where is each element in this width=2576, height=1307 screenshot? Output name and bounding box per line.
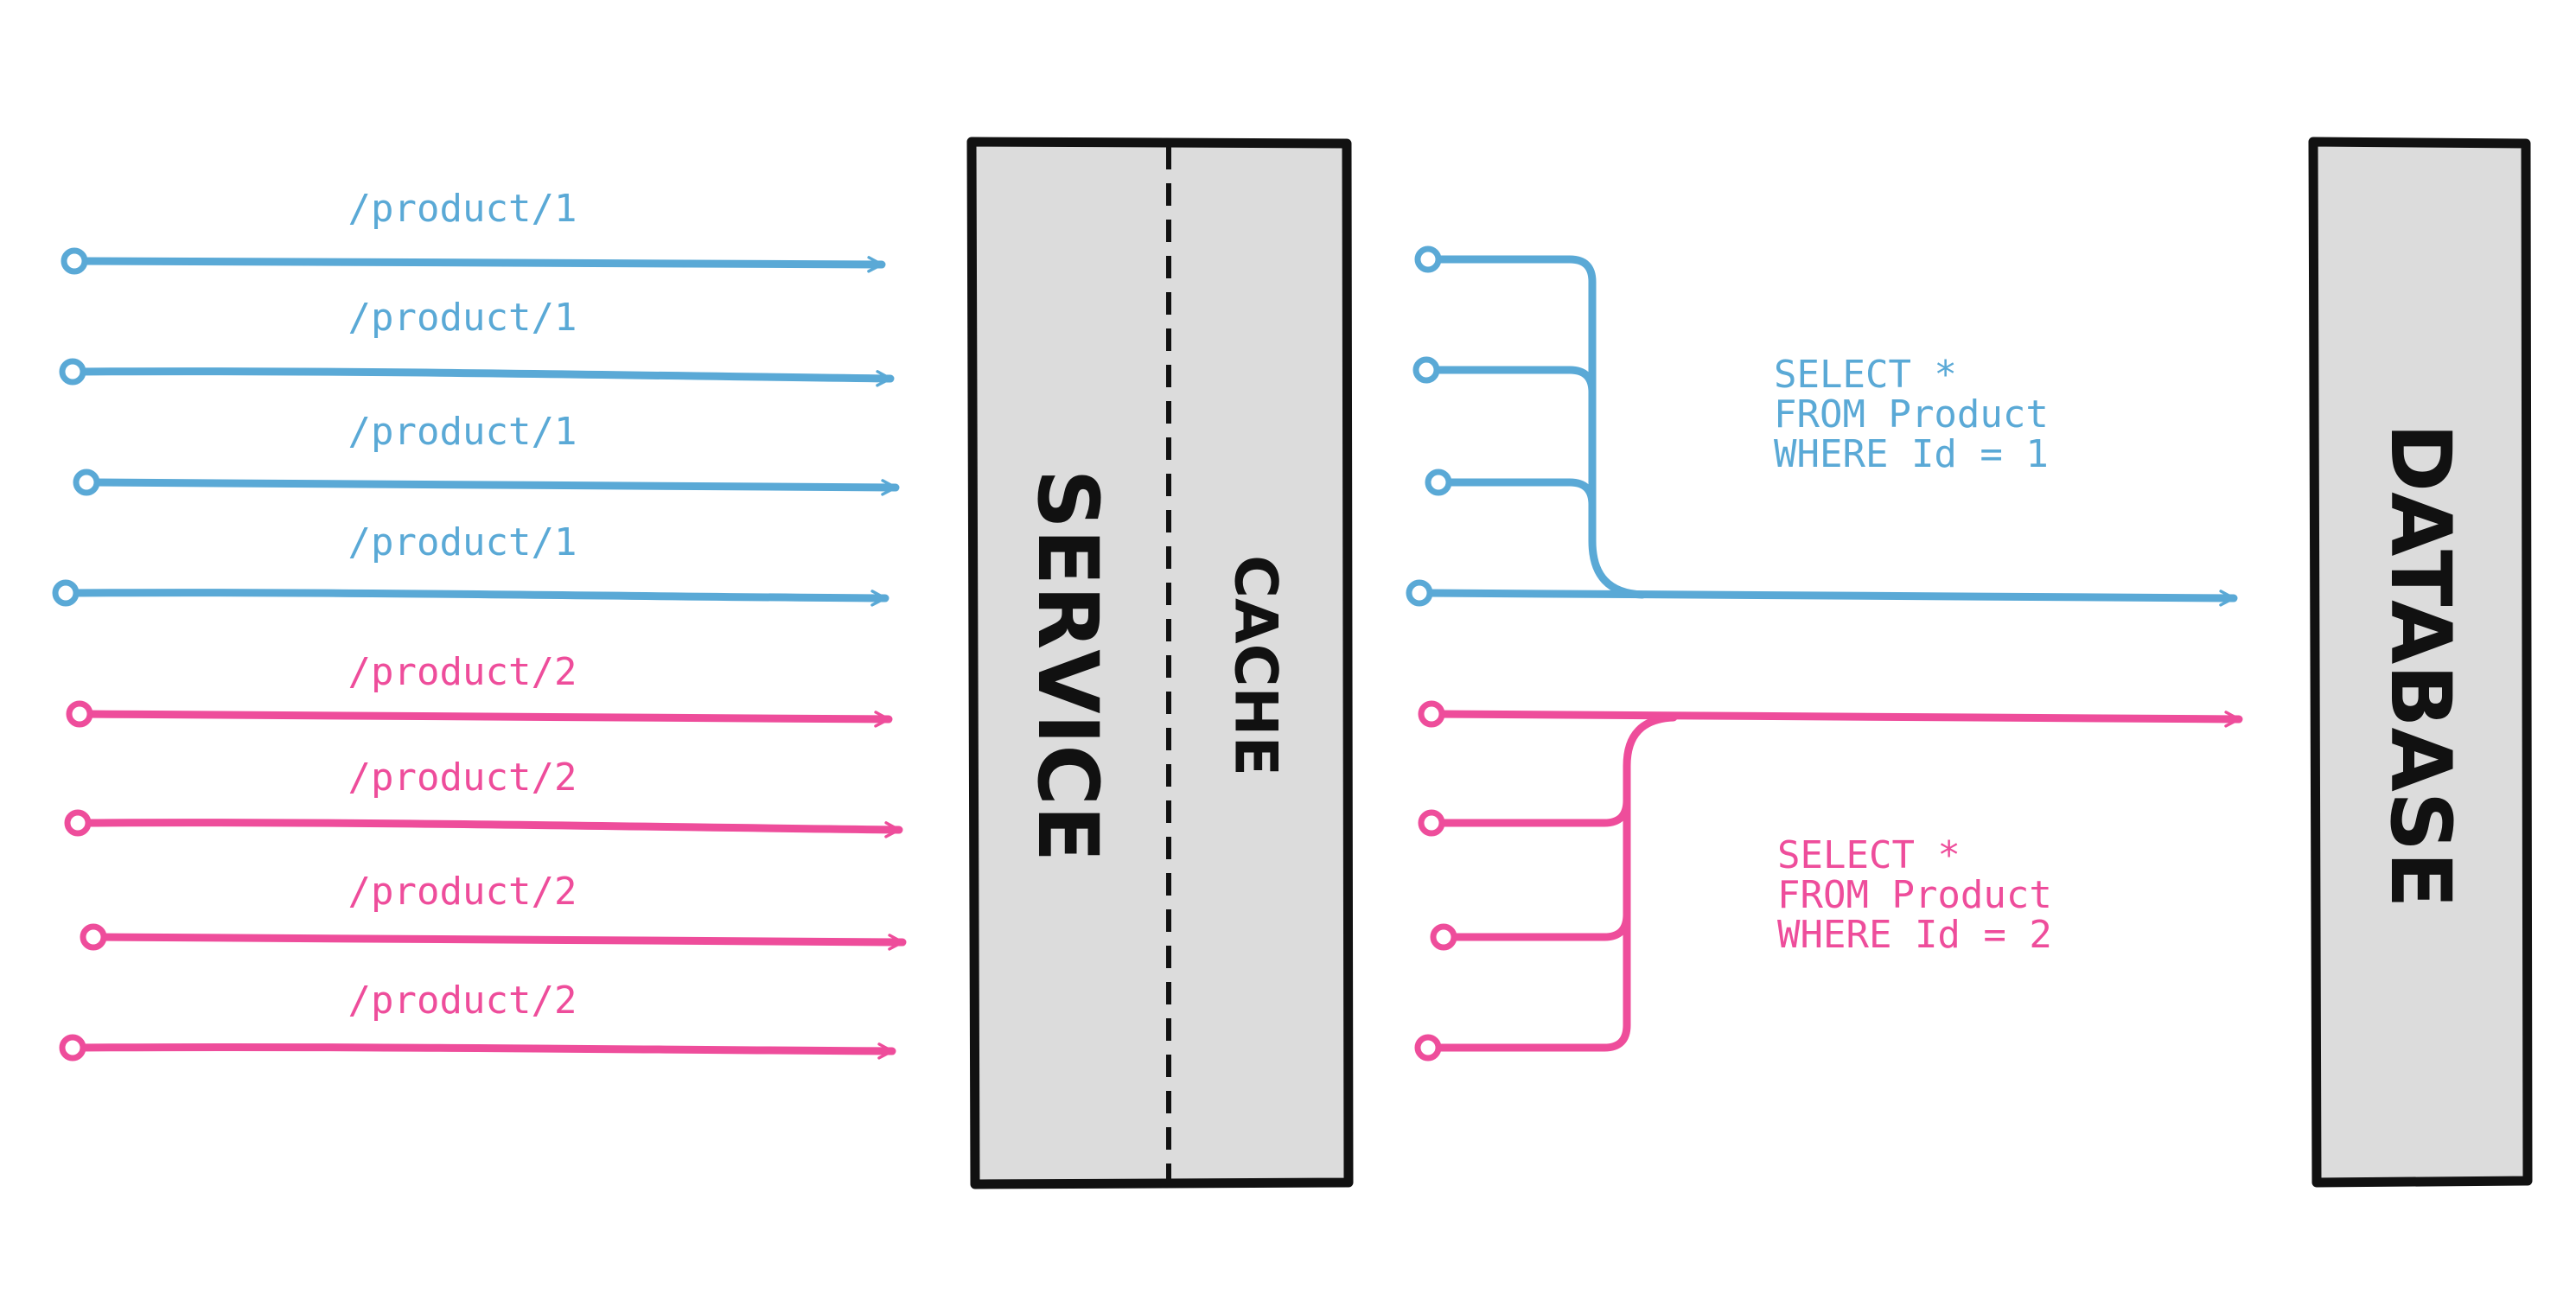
request-arrows: /product/1 /product/1 /product/1 /produc…: [52, 187, 907, 1062]
request-arrow: /product/1: [59, 296, 895, 387]
source-node: [1412, 356, 1440, 384]
source-node: [1414, 1034, 1442, 1062]
coalesced-query-blue: SELECT * FROM Product WHERE Id = 1: [1406, 245, 2238, 607]
request-arrow: /product/1: [73, 410, 900, 496]
source-node: [1406, 579, 1433, 607]
source-node: [1414, 245, 1442, 273]
request-arrow: /product/2: [80, 870, 907, 951]
request-arrow: /product/2: [66, 650, 893, 728]
request-label: /product/1: [348, 410, 577, 454]
request-arrow: /product/2: [64, 756, 903, 838]
source-node: [1418, 700, 1445, 728]
sql-line: SELECT *: [1774, 353, 1957, 397]
request-label: /product/2: [348, 650, 577, 694]
sql-line: FROM Product: [1777, 873, 2052, 917]
source-node: [1418, 809, 1445, 837]
database-label: DATABASE: [2372, 423, 2469, 908]
cache-label: CACHE: [1221, 555, 1290, 776]
service-label: SERVICE: [1019, 469, 1116, 863]
request-label: /product/1: [348, 520, 577, 564]
request-label: /product/2: [348, 979, 577, 1023]
database-box: DATABASE: [2308, 137, 2533, 1188]
sql-line: WHERE Id = 2: [1777, 913, 2052, 957]
request-arrow: /product/2: [59, 979, 896, 1062]
sql-line: SELECT *: [1777, 833, 1961, 877]
request-arrow: /product/1: [61, 187, 886, 275]
request-arrow: /product/1: [52, 520, 889, 607]
source-node: [1425, 469, 1452, 496]
request-label: /product/2: [348, 756, 577, 800]
source-node: [1430, 923, 1457, 951]
coalesced-query-pink: SELECT * FROM Product WHERE Id = 2: [1414, 700, 2243, 1062]
request-label: /product/1: [348, 187, 577, 231]
sql-line: WHERE Id = 1: [1774, 432, 2049, 476]
service-box: SERVICE CACHE: [966, 137, 1354, 1189]
sql-line: FROM Product: [1774, 392, 2049, 437]
request-label: /product/2: [348, 870, 577, 914]
request-label: /product/1: [348, 296, 577, 340]
